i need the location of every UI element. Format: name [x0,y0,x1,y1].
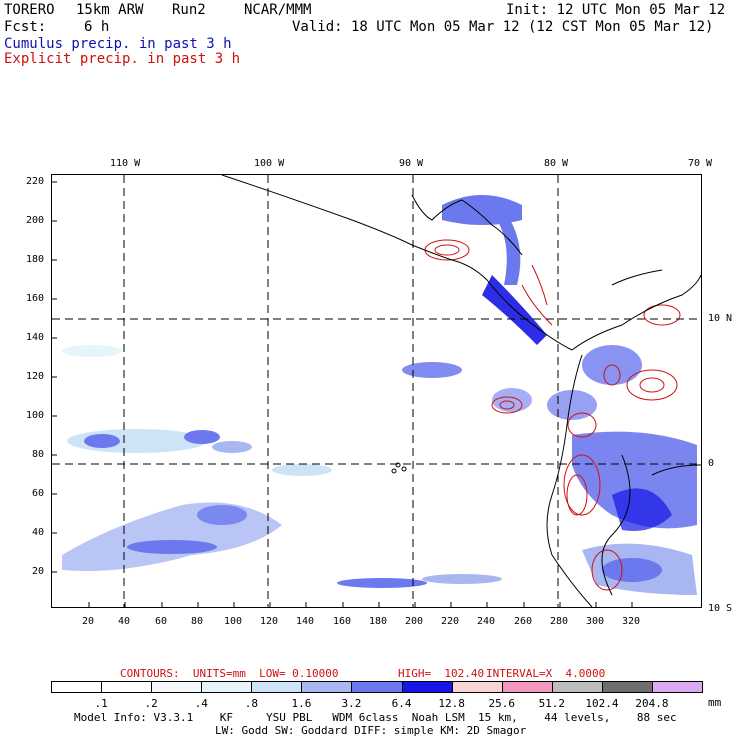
y-tick: 200 [26,215,45,226]
x-tick: 220 [441,616,460,627]
valid-time: Valid: 18 UTC Mon 05 Mar 12 (12 CST Mon … [292,19,714,35]
x-tick: 260 [514,616,533,627]
colorbar-label: .1 [94,697,108,710]
contours-units: CONTOURS: UNITS=mm LOW= 0.10000 [120,667,339,680]
field-explicit-precip: Explicit precip. in past 3 h [4,51,241,67]
y-tick: 120 [26,371,45,382]
organization: NCAR/MMM [244,2,312,18]
contours-interval: INTERVAL=X 4.0000 [486,667,606,680]
colorbar-segment [151,681,203,693]
y-tick: 20 [32,566,45,577]
forecast-label: Fcst: [4,19,47,35]
colorbar-segment [451,681,503,693]
x-tick: 320 [622,616,641,627]
lon-label-100w: 100 W [254,158,285,169]
colorbar-label: 102.4 [585,697,619,710]
model-info-line2: LW: Godd SW: Goddard DIFF: simple KM: 2D… [215,724,527,737]
x-tick: 140 [296,616,315,627]
colorbar-segment [551,681,603,693]
colorbar-label: 3.2 [341,697,362,710]
precip-colorbar [51,681,703,694]
x-tick: 160 [333,616,352,627]
colorbar-segment [251,681,303,693]
y-tick: 160 [26,293,45,304]
colorbar-label: .4 [194,697,208,710]
colorbar-label: 1.6 [291,697,312,710]
field-cumulus-precip: Cumulus precip. in past 3 h [4,36,232,52]
x-tick: 80 [191,616,204,627]
cumulus-precip-shading [62,195,697,595]
run-label: Run2 [172,2,206,18]
colorbar-label: 204.8 [635,697,669,710]
model-resolution: 15km ARW [76,2,144,18]
colorbar-label: .2 [144,697,158,710]
colorbar-label: .8 [244,697,258,710]
x-tick: 200 [405,616,424,627]
axis-tick-marks [52,181,633,607]
colorbar-segment [651,681,703,693]
colorbar-label: 12.8 [438,697,465,710]
lat-lon-grid [52,175,701,607]
colorbar-segment [51,681,103,693]
map-canvas [52,175,701,607]
colorbar-unit: mm [708,696,722,709]
lat-label-0: 0 [708,458,715,469]
x-tick: 240 [477,616,496,627]
x-tick: 300 [586,616,605,627]
x-tick: 180 [369,616,388,627]
x-tick: 60 [155,616,168,627]
colorbar-segment [201,681,253,693]
contours-high: HIGH= 102.40 [398,667,485,680]
explicit-precip-contours [424,239,681,591]
x-tick: 280 [550,616,569,627]
colorbar-segment [501,681,553,693]
colorbar-segment [601,681,653,693]
x-tick: 100 [224,616,243,627]
model-info-line1: Model Info: V3.3.1 KF YSU PBL WDM 6class… [74,711,677,724]
x-tick: 120 [260,616,279,627]
y-tick: 180 [26,254,45,265]
colorbar-segment [301,681,353,693]
lon-label-110w: 110 W [110,158,141,169]
y-tick: 60 [32,488,45,499]
init-time: Init: 12 UTC Mon 05 Mar 12 [506,2,726,18]
y-tick: 140 [26,332,45,343]
y-tick: 40 [32,527,45,538]
y-tick: 80 [32,449,45,460]
colorbar-label: 51.2 [538,697,566,710]
y-tick: 220 [26,176,45,187]
y-tick: 100 [26,410,45,421]
colorbar-label: 25.6 [488,697,515,710]
forecast-hour: 6 h [84,19,110,35]
lat-label-10s: 10 S [708,603,733,614]
precip-map [51,174,702,608]
colorbar-segment [351,681,403,693]
colorbar-segment [101,681,153,693]
lat-label-10n: 10 N [708,313,733,324]
model-name: TORERO [4,2,55,18]
lon-label-90w: 90 W [399,158,424,169]
x-tick: 40 [118,616,131,627]
lon-label-80w: 80 W [544,158,569,169]
lon-label-70w: 70 W [688,158,713,169]
colorbar-label: 6.4 [391,697,412,710]
x-tick: 20 [82,616,95,627]
coastlines [221,175,701,607]
colorbar-segment [401,681,453,693]
